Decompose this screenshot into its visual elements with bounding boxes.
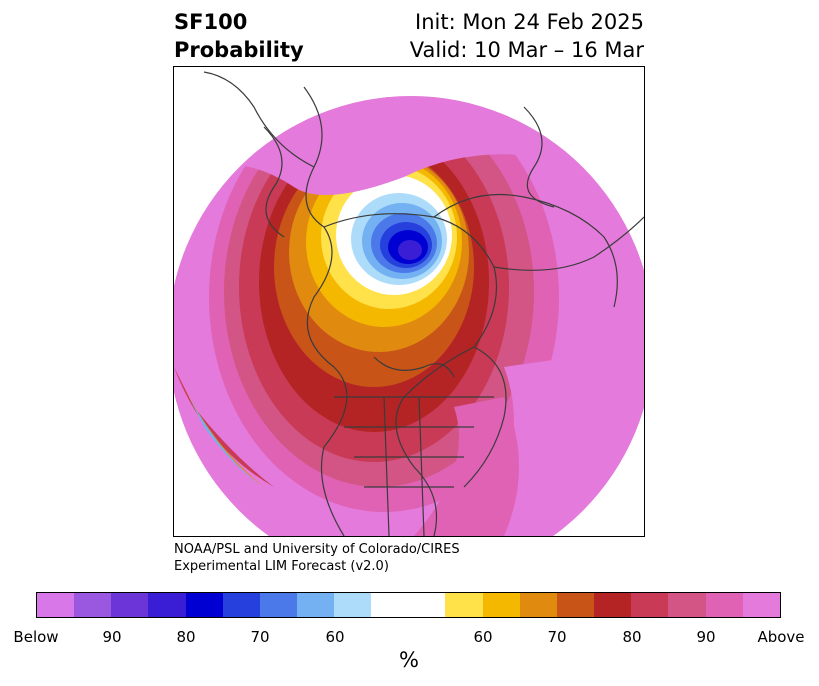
colorbar-segment <box>297 593 335 617</box>
colorbar-tick-label: 70 <box>547 628 567 646</box>
coastlines <box>203 71 644 536</box>
colorbar-tick-label: 90 <box>102 628 122 646</box>
colorbar-segment <box>482 593 520 617</box>
colorbar-segment <box>742 593 780 617</box>
colorbar-tick-label: Below <box>13 628 59 646</box>
forecast-map <box>173 66 645 537</box>
colorbar-segment <box>594 593 632 617</box>
colorbar-segment <box>371 593 446 617</box>
colorbar-tick-label: 60 <box>325 628 345 646</box>
credit-line-1: NOAA/PSL and University of Colorado/CIRE… <box>174 542 460 557</box>
colorbar-segment <box>185 593 223 617</box>
polar-map-svg <box>174 67 644 536</box>
colorbar-segment <box>259 593 298 617</box>
colorbar-tick-label: 70 <box>250 628 270 646</box>
colorbar-segment <box>445 593 483 617</box>
title-right: Init: Mon 24 Feb 2025 Valid: 10 Mar – 16… <box>410 8 644 64</box>
title-variable: SF100 <box>174 10 248 34</box>
colorbar <box>36 592 781 618</box>
colorbar-tick-label: 80 <box>622 628 642 646</box>
colorbar-tick-label: 90 <box>696 628 716 646</box>
colorbar-tick-label: 60 <box>473 628 493 646</box>
title-probability: Probability <box>174 38 304 62</box>
colorbar-segment <box>519 593 557 617</box>
title-left: SF100 Probability <box>174 8 304 64</box>
colorbar-segment <box>705 593 743 617</box>
colorbar-segment <box>631 593 669 617</box>
colorbar-segment <box>222 593 260 617</box>
colorbar-tick-label: 80 <box>176 628 196 646</box>
colorbar-segment <box>37 593 75 617</box>
colorbar-segment <box>334 593 372 617</box>
credit: NOAA/PSL and University of Colorado/CIRE… <box>174 541 460 575</box>
colorbar-tick-label: Above <box>757 628 805 646</box>
init-date: Init: Mon 24 Feb 2025 <box>415 10 644 34</box>
colorbar-unit: % <box>399 648 419 672</box>
colorbar-segment <box>111 593 149 617</box>
colorbar-segment <box>668 593 706 617</box>
credit-line-2: Experimental LIM Forecast (v2.0) <box>174 559 389 574</box>
colorbar-segment <box>556 593 595 617</box>
colorbar-segment <box>148 593 186 617</box>
valid-range: Valid: 10 Mar – 16 Mar <box>409 38 644 62</box>
colorbar-segment <box>74 593 112 617</box>
